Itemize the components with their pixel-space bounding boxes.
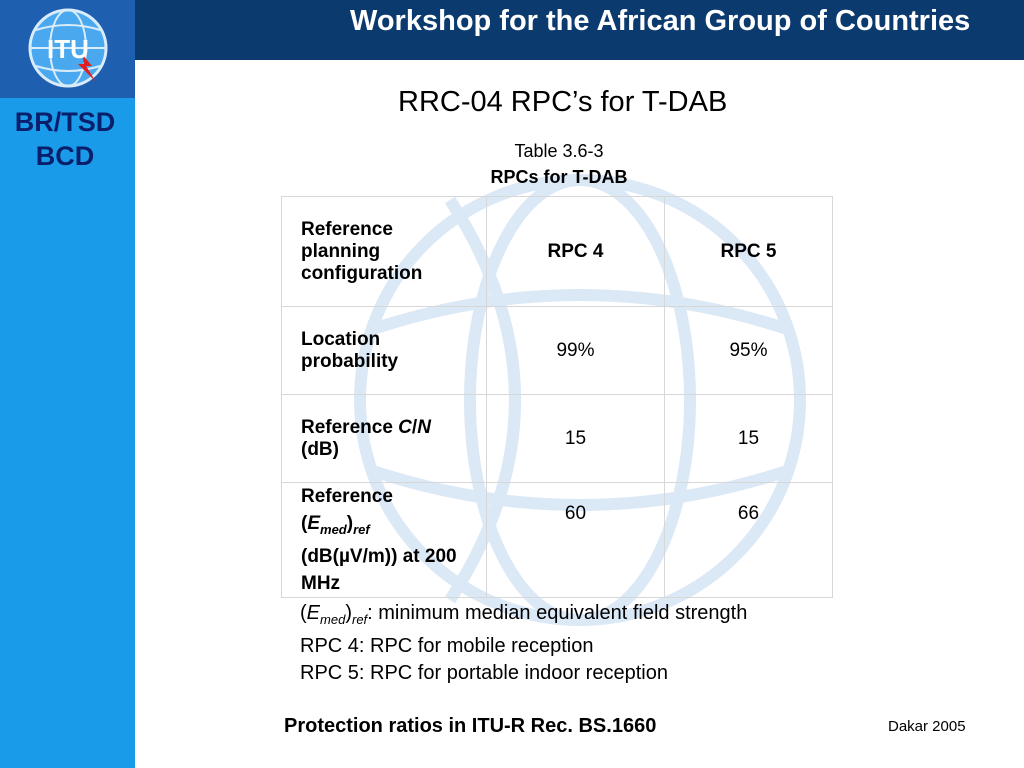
table-caption: Table 3.6-3 RPCs for T-DAB bbox=[474, 138, 644, 190]
footer-title: Protection ratios in ITU-R Rec. BS.1660 bbox=[284, 715, 657, 737]
table-title: RPCs for T-DAB bbox=[490, 167, 628, 187]
table-row: Reference (Emed)ref (dB(µV/m)) at 200 MH… bbox=[281, 482, 833, 598]
rpc-table: Reference planning configuration RPC 4 R… bbox=[281, 196, 833, 598]
sidebar-label: BR/TSD BCD bbox=[0, 105, 130, 173]
itu-logo: ITU bbox=[0, 0, 135, 98]
table-row: Location probability 99% 95% bbox=[281, 306, 833, 395]
cell-value: 15 bbox=[664, 394, 833, 483]
row-label: Location probability bbox=[281, 306, 487, 395]
cell-value: 95% bbox=[664, 306, 833, 395]
cell-value: 15 bbox=[486, 394, 665, 483]
note-definition: (Emed)ref: minimum median equivalent fie… bbox=[300, 602, 748, 627]
table-notes: (Emed)ref: minimum median equivalent fie… bbox=[300, 600, 747, 687]
header-rpc4: RPC 4 bbox=[486, 196, 665, 307]
sidebar bbox=[0, 0, 135, 768]
cell-value: 60 bbox=[486, 482, 665, 598]
sidebar-line1: BR/TSD bbox=[14, 107, 116, 137]
header-rpc5: RPC 5 bbox=[664, 196, 833, 307]
note-rpc5: RPC 5: RPC for portable indoor reception bbox=[300, 662, 668, 684]
row-label: Reference (Emed)ref (dB(µV/m)) at 200 MH… bbox=[281, 482, 487, 598]
row-label: Reference C/N (dB) bbox=[281, 394, 487, 483]
table-row: Reference C/N (dB) 15 15 bbox=[281, 394, 833, 483]
note-rpc4: RPC 4: RPC for mobile reception bbox=[300, 635, 594, 657]
itu-globe-icon: ITU bbox=[28, 8, 108, 88]
header-label: Reference planning configuration bbox=[281, 196, 487, 307]
footer-date: Dakar 2005 bbox=[888, 718, 966, 735]
cell-value: 66 bbox=[664, 482, 833, 598]
cell-value: 99% bbox=[486, 306, 665, 395]
sidebar-line2: BCD bbox=[35, 141, 95, 171]
svg-text:ITU: ITU bbox=[47, 34, 89, 64]
header-bar: Workshop for the African Group of Countr… bbox=[135, 0, 1024, 60]
table-number: Table 3.6-3 bbox=[514, 141, 604, 161]
slide-title: RRC-04 RPC’s for T-DAB bbox=[398, 86, 728, 118]
table-header-row: Reference planning configuration RPC 4 R… bbox=[281, 196, 833, 307]
header-title: Workshop for the African Group of Countr… bbox=[350, 5, 971, 37]
